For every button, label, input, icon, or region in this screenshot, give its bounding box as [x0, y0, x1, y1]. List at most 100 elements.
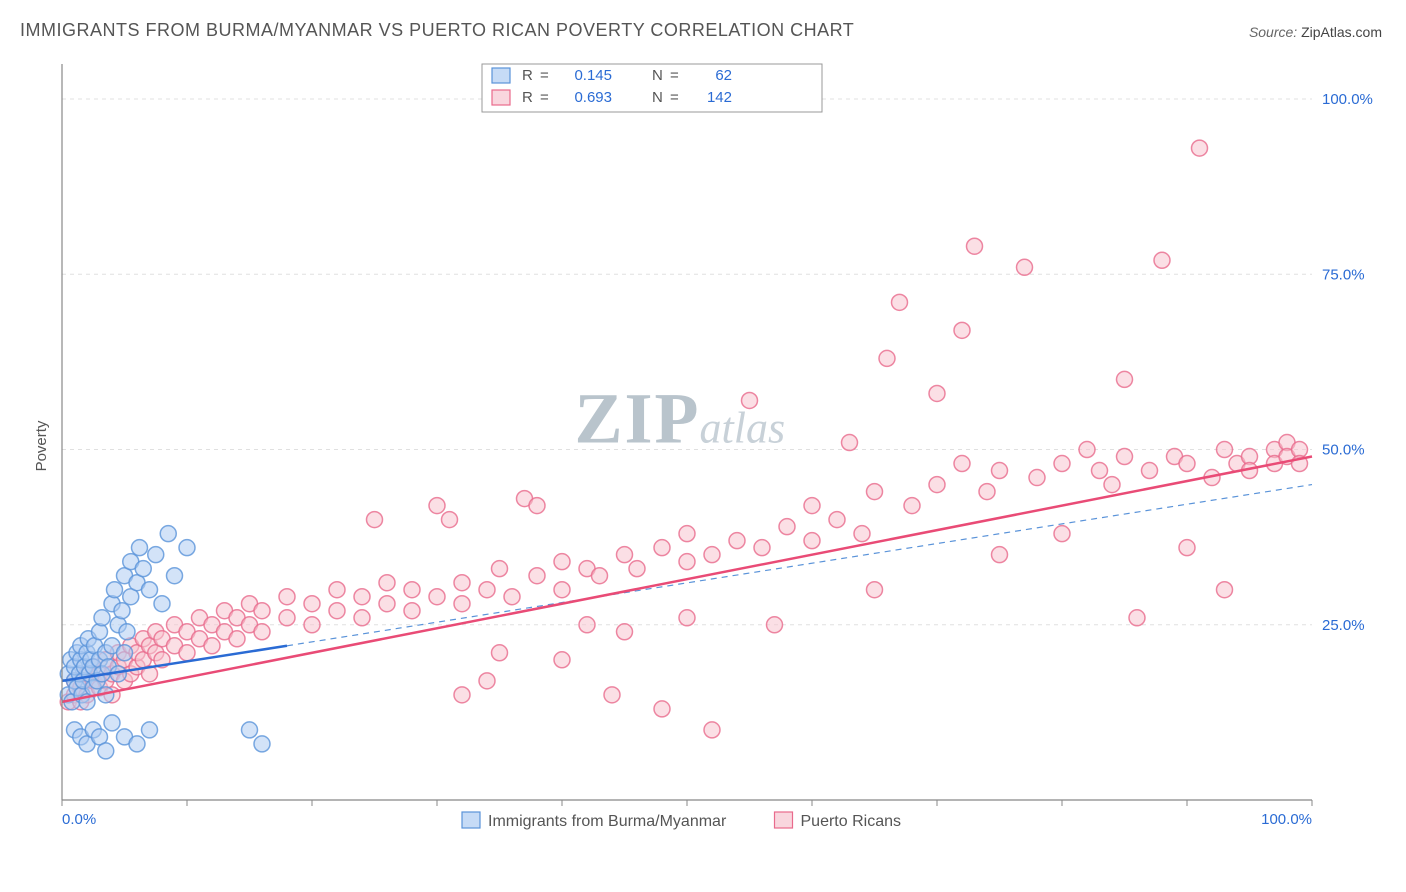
- data-point: [654, 540, 670, 556]
- data-point: [254, 736, 270, 752]
- data-point: [454, 575, 470, 591]
- data-point: [804, 498, 820, 514]
- data-point: [94, 610, 110, 626]
- data-point: [492, 561, 508, 577]
- data-point: [142, 722, 158, 738]
- data-point: [554, 652, 570, 668]
- data-point: [679, 554, 695, 570]
- data-point: [704, 722, 720, 738]
- data-point: [1117, 371, 1133, 387]
- data-point: [629, 561, 645, 577]
- source-value: ZipAtlas.com: [1301, 24, 1382, 40]
- data-point: [254, 624, 270, 640]
- data-point: [119, 624, 135, 640]
- data-point: [754, 540, 770, 556]
- data-point: [742, 392, 758, 408]
- data-point: [954, 456, 970, 472]
- data-point: [117, 645, 133, 661]
- data-point: [304, 617, 320, 633]
- svg-text:N: N: [652, 89, 663, 106]
- data-point: [229, 631, 245, 647]
- data-point: [479, 673, 495, 689]
- data-point: [1029, 470, 1045, 486]
- svg-text:=: =: [670, 67, 679, 84]
- y-tick-label: 75.0%: [1322, 266, 1365, 283]
- data-point: [329, 582, 345, 598]
- data-point: [654, 701, 670, 717]
- data-point: [454, 596, 470, 612]
- data-point: [804, 533, 820, 549]
- data-point: [1142, 463, 1158, 479]
- data-point: [617, 547, 633, 563]
- data-point: [279, 610, 295, 626]
- data-point: [1017, 259, 1033, 275]
- data-point: [842, 435, 858, 451]
- data-point: [929, 385, 945, 401]
- data-point: [767, 617, 783, 633]
- data-point: [679, 610, 695, 626]
- data-point: [729, 533, 745, 549]
- data-point: [107, 582, 123, 598]
- data-point: [854, 526, 870, 542]
- data-point: [554, 554, 570, 570]
- svg-text:=: =: [540, 67, 549, 84]
- x-tick-label: 100.0%: [1261, 811, 1312, 828]
- chart-title: IMMIGRANTS FROM BURMA/MYANMAR VS PUERTO …: [20, 20, 854, 41]
- n-value: 62: [715, 67, 732, 84]
- data-point: [148, 547, 164, 563]
- data-point: [204, 638, 220, 654]
- data-point: [867, 582, 883, 598]
- data-point: [892, 294, 908, 310]
- data-point: [104, 715, 120, 731]
- data-point: [779, 519, 795, 535]
- data-point: [129, 736, 145, 752]
- data-point: [954, 322, 970, 338]
- data-point: [554, 582, 570, 598]
- data-point: [304, 596, 320, 612]
- legend-swatch: [492, 90, 510, 105]
- chart-container: ZIPatlas0.0%100.0%25.0%50.0%75.0%100.0%R…: [52, 60, 1382, 842]
- trend-line: [62, 457, 1312, 702]
- data-point: [167, 568, 183, 584]
- data-point: [354, 610, 370, 626]
- data-point: [1104, 477, 1120, 493]
- data-point: [429, 498, 445, 514]
- data-point: [179, 540, 195, 556]
- data-point: [1129, 610, 1145, 626]
- data-point: [379, 596, 395, 612]
- data-point: [929, 477, 945, 493]
- data-point: [992, 547, 1008, 563]
- data-point: [160, 526, 176, 542]
- data-point: [979, 484, 995, 500]
- data-point: [367, 512, 383, 528]
- y-tick-label: 100.0%: [1322, 91, 1373, 108]
- legend-label: Puerto Ricans: [801, 813, 902, 830]
- watermark-atlas: atlas: [700, 404, 786, 453]
- data-point: [142, 582, 158, 598]
- y-axis-label: Poverty: [33, 421, 50, 472]
- data-point: [1117, 449, 1133, 465]
- svg-text:=: =: [540, 89, 549, 106]
- data-point: [404, 603, 420, 619]
- x-tick-label: 0.0%: [62, 811, 96, 828]
- data-point: [1054, 456, 1070, 472]
- r-value: 0.693: [574, 89, 612, 106]
- svg-text:=: =: [670, 89, 679, 106]
- data-point: [967, 238, 983, 254]
- data-point: [1179, 540, 1195, 556]
- data-point: [604, 687, 620, 703]
- data-point: [379, 575, 395, 591]
- data-point: [1079, 442, 1095, 458]
- data-point: [279, 589, 295, 605]
- data-point: [1179, 456, 1195, 472]
- data-point: [1092, 463, 1108, 479]
- data-point: [1154, 252, 1170, 268]
- data-point: [529, 498, 545, 514]
- data-point: [1217, 582, 1233, 598]
- data-point: [492, 645, 508, 661]
- data-point: [879, 350, 895, 366]
- data-point: [404, 582, 420, 598]
- data-point: [529, 568, 545, 584]
- data-point: [479, 582, 495, 598]
- data-point: [135, 561, 151, 577]
